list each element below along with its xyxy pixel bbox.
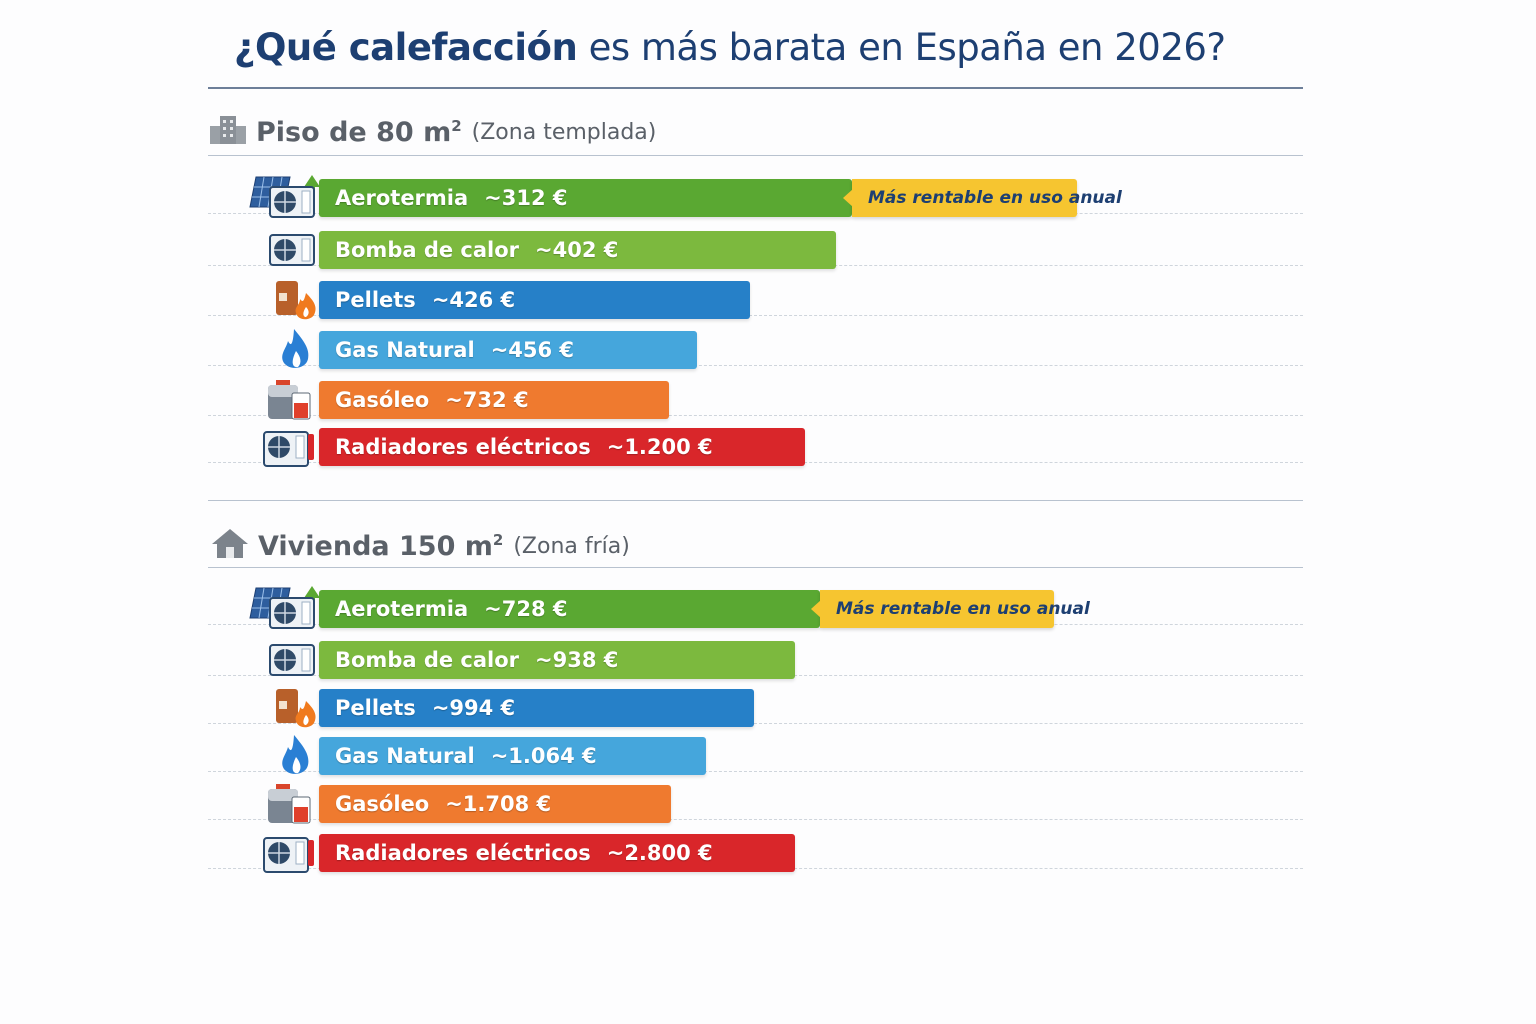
bar-category: Aerotermia — [335, 597, 469, 621]
data-label: ~1.200 € — [606, 435, 713, 459]
data-label: ~732 € — [445, 388, 529, 412]
page-title: ¿Qué calefacción es más barata en España… — [234, 26, 1226, 69]
bar-category: Gas Natural — [335, 744, 475, 768]
best-value-badge: Más rentable en uso anual — [843, 179, 1122, 217]
bar: Gas Natural ~1.064 € — [319, 737, 706, 775]
pellet-stove-icon — [248, 277, 318, 321]
section-title: Vivienda 150 m2 — [258, 531, 504, 562]
bar: Pellets ~994 € — [319, 689, 754, 727]
bar-category: Pellets — [335, 696, 416, 720]
bar-category: Bomba de calor — [335, 238, 520, 262]
bar-category: Gasóleo — [335, 388, 430, 412]
diesel-tank-icon — [248, 377, 318, 421]
bar-row: Gasóleo ~1.708 € — [208, 784, 1303, 824]
bar-row: Aerotermia ~728 € Más rentable en uso anua… — [208, 586, 1303, 629]
gridline — [208, 771, 1303, 772]
apartment-building-icon — [210, 114, 248, 151]
bar-category: Bomba de calor — [335, 648, 520, 672]
bar: Aerotermia ~728 € — [319, 590, 820, 628]
bar-row: Pellets ~426 € — [208, 281, 1303, 320]
bar-row: Gas Natural ~456 € — [208, 329, 1303, 369]
gridline — [208, 365, 1303, 366]
bar-category: Radiadores eléctricos — [335, 435, 591, 459]
bar-row: Aerotermia ~312 € Más rentable en uso anua… — [208, 175, 1303, 218]
bar-row: Bomba de calor ~938 € — [208, 641, 1303, 679]
heat-pump-icon — [248, 227, 318, 271]
bar: Pellets ~426 € — [319, 281, 750, 319]
section-title: Piso de 80 m2 — [256, 117, 462, 148]
bar-row: Pellets ~994 € — [208, 689, 1303, 728]
solar-heat-pump-icon — [248, 175, 320, 219]
data-label: ~1.064 € — [490, 744, 597, 768]
bar-category: Pellets — [335, 288, 416, 312]
section-divider — [208, 155, 1303, 156]
bar: Aerotermia ~312 € — [319, 179, 852, 217]
bar: Gas Natural ~456 € — [319, 331, 697, 369]
bar-row: Gasóleo ~732 € — [208, 380, 1303, 420]
diesel-tank-icon — [248, 781, 318, 825]
bar-category: Gasóleo — [335, 792, 430, 816]
electric-radiator-icon — [248, 830, 318, 874]
title-bold: ¿Qué calefacción — [234, 26, 578, 69]
solar-heat-pump-icon — [248, 586, 320, 630]
gridline — [208, 315, 1303, 316]
house-icon — [210, 527, 250, 566]
data-label: ~2.800 € — [606, 841, 713, 865]
bar-category: Aerotermia — [335, 186, 469, 210]
data-label: ~312 € — [484, 186, 568, 210]
gridline — [208, 415, 1303, 416]
data-label: ~1.708 € — [445, 792, 552, 816]
bar-row: Bomba de calor ~402 € — [208, 231, 1303, 269]
data-label: ~426 € — [431, 288, 516, 312]
bar-category: Radiadores eléctricos — [335, 841, 591, 865]
bar: Radiadores eléctricos ~2.800 € — [319, 834, 795, 872]
bar-row: Gas Natural ~1.064 € — [208, 735, 1303, 775]
section-subtitle: (Zona templada) — [471, 120, 657, 145]
electric-radiator-icon — [248, 424, 318, 468]
bar-row: Radiadores eléctricos ~2.800 € — [208, 834, 1303, 873]
bar-category: Gas Natural — [335, 338, 475, 362]
section-heading: Vivienda 150 m2 (Zona fría) — [210, 527, 630, 566]
section-divider — [208, 500, 1303, 501]
pellet-stove-icon — [248, 685, 318, 729]
title-divider — [208, 87, 1303, 89]
data-label: ~728 € — [484, 597, 568, 621]
gas-flame-icon — [248, 733, 318, 777]
gridline — [208, 723, 1303, 724]
title-rest: es más barata en España en 2026? — [588, 26, 1227, 69]
data-label: ~402 € — [535, 238, 619, 262]
section-subtitle: (Zona fría) — [513, 534, 630, 559]
data-label: ~938 € — [535, 648, 619, 672]
bar: Bomba de calor ~402 € — [319, 231, 836, 269]
gridline — [208, 819, 1303, 820]
best-value-badge: Más rentable en uso anual — [811, 590, 1090, 628]
bar-row: Radiadores eléctricos ~1.200 € — [208, 428, 1303, 467]
bar: Gasóleo ~1.708 € — [319, 785, 671, 823]
section-divider — [208, 567, 1303, 568]
gas-flame-icon — [248, 327, 318, 371]
section-heading: Piso de 80 m2 (Zona templada) — [210, 114, 656, 151]
data-label: ~994 € — [431, 696, 516, 720]
heat-pump-icon — [248, 637, 318, 681]
bar: Radiadores eléctricos ~1.200 € — [319, 428, 805, 466]
bar: Bomba de calor ~938 € — [319, 641, 795, 679]
bar: Gasóleo ~732 € — [319, 381, 669, 419]
data-label: ~456 € — [490, 338, 575, 362]
